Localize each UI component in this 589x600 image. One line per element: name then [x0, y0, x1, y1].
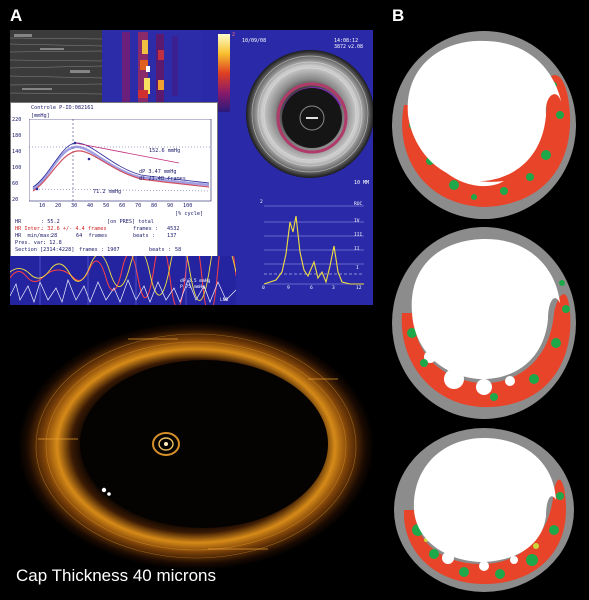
roc-x-tick: 6 — [310, 286, 313, 291]
stat-key2: frames : — [133, 226, 158, 232]
x-tick: 20 — [55, 203, 62, 209]
signal-p-label: P 75 mmHg — [180, 285, 205, 290]
stat-key2: [on PRES] total — [107, 219, 154, 225]
ivus-analysis-screen: 2.0 10/09/08 14:08:12 3872 v2.08 10 MM C… — [10, 30, 373, 305]
signal-traces — [10, 256, 236, 305]
frequency-heatmap — [102, 30, 202, 110]
low-pressure-label: 71.2 mmHg — [93, 189, 122, 195]
y-tick: 180 — [12, 133, 22, 139]
stat-key2: beats : — [149, 247, 171, 253]
y-tick: 60 — [12, 181, 19, 187]
stat-value: : 32.6 +/- 4.4 frames — [41, 226, 107, 232]
x-tick-labels: 10 20 30 40 50 60 70 80 90 100 — [29, 203, 215, 211]
signal-end-label: LNB — [220, 298, 229, 303]
ivus-cross-section — [236, 32, 373, 192]
x-tick: 50 — [103, 203, 110, 209]
cap-thickness-caption: Cap Thickness 40 microns — [16, 566, 216, 585]
peak-pressure-label: 152.6 mmHg — [149, 148, 181, 154]
signal-dp-label: dP 3.5 mmHg — [180, 279, 211, 284]
dt-label: dt 23.48 frames — [139, 176, 186, 182]
tissue-map-3 — [394, 428, 574, 592]
window-title: Controle P-ID:082161 — [31, 105, 94, 111]
x-tick: 60 — [119, 203, 126, 209]
stat-value: : 12.8 — [43, 240, 62, 246]
stat-key: HR Inter. — [15, 226, 44, 232]
roc-plot — [263, 205, 364, 285]
panel-label-b: B — [392, 6, 405, 25]
scale-label: 10 MM — [354, 180, 370, 186]
x-axis-unit: [% cycle] — [175, 211, 204, 217]
vh-ivus-tissue-maps — [380, 5, 589, 596]
x-tick: 70 — [135, 203, 142, 209]
heatmap-color-bar — [218, 34, 230, 112]
tissue-map-stack — [392, 31, 576, 592]
stat-value: frames : 1907 — [79, 247, 120, 253]
dp-label: dP 3.47 mmHg — [139, 169, 177, 175]
roc-x-tick: 0 — [262, 286, 265, 291]
x-tick: 90 — [167, 203, 174, 209]
stat-key2: beats : — [133, 233, 155, 239]
roc-level: III — [354, 233, 363, 238]
stat-value2: 58 — [175, 247, 182, 253]
stat-value: : 55.2 — [41, 219, 60, 225]
stat-key: HR min/max: — [15, 233, 53, 239]
stat-value2: 4532 — [167, 226, 180, 232]
acquisition-time: 14:08:12 3872 — [334, 38, 359, 50]
stat-value: 28 64 frames — [51, 233, 108, 239]
x-tick: 80 — [151, 203, 158, 209]
pressure-unit: [mmHg] — [31, 113, 50, 119]
roc-x-tick: 3 — [332, 286, 335, 291]
stat-key: Section [2314:4228] — [15, 247, 75, 253]
roc-top-tick: 2 — [260, 200, 263, 205]
roc-x-tick: 12 — [356, 286, 362, 291]
x-tick: 40 — [87, 203, 94, 209]
tissue-map-1 — [392, 31, 576, 219]
x-tick: 10 — [39, 203, 46, 209]
roc-level: II — [354, 247, 360, 252]
oct-cross-section — [8, 318, 374, 593]
y-tick: 140 — [12, 149, 22, 155]
y-tick: 220 — [12, 117, 22, 123]
y-tick: 20 — [12, 197, 19, 203]
oct-image — [8, 318, 374, 593]
x-tick: 30 — [71, 203, 78, 209]
roc-title: ROC — [354, 202, 363, 207]
pressure-waveform-plot — [29, 119, 212, 202]
stat-key: Pres. var. — [15, 240, 47, 246]
panel-label-a: A — [10, 6, 23, 25]
tissue-map-2 — [392, 227, 576, 419]
software-version: v2.08 — [348, 44, 364, 50]
roc-x-tick: 9 — [287, 286, 290, 291]
x-tick: 100 — [183, 203, 193, 209]
acquisition-date: 10/09/08 — [242, 38, 267, 44]
roc-level: I — [356, 266, 359, 271]
stat-value2: 137 — [167, 233, 177, 239]
roc-level: IV — [354, 219, 360, 224]
y-tick: 100 — [12, 165, 22, 171]
pressure-analysis-window: Controle P-ID:082161 [mmHg] 220 180 140 … — [10, 102, 218, 258]
stat-key: HR — [15, 219, 22, 225]
